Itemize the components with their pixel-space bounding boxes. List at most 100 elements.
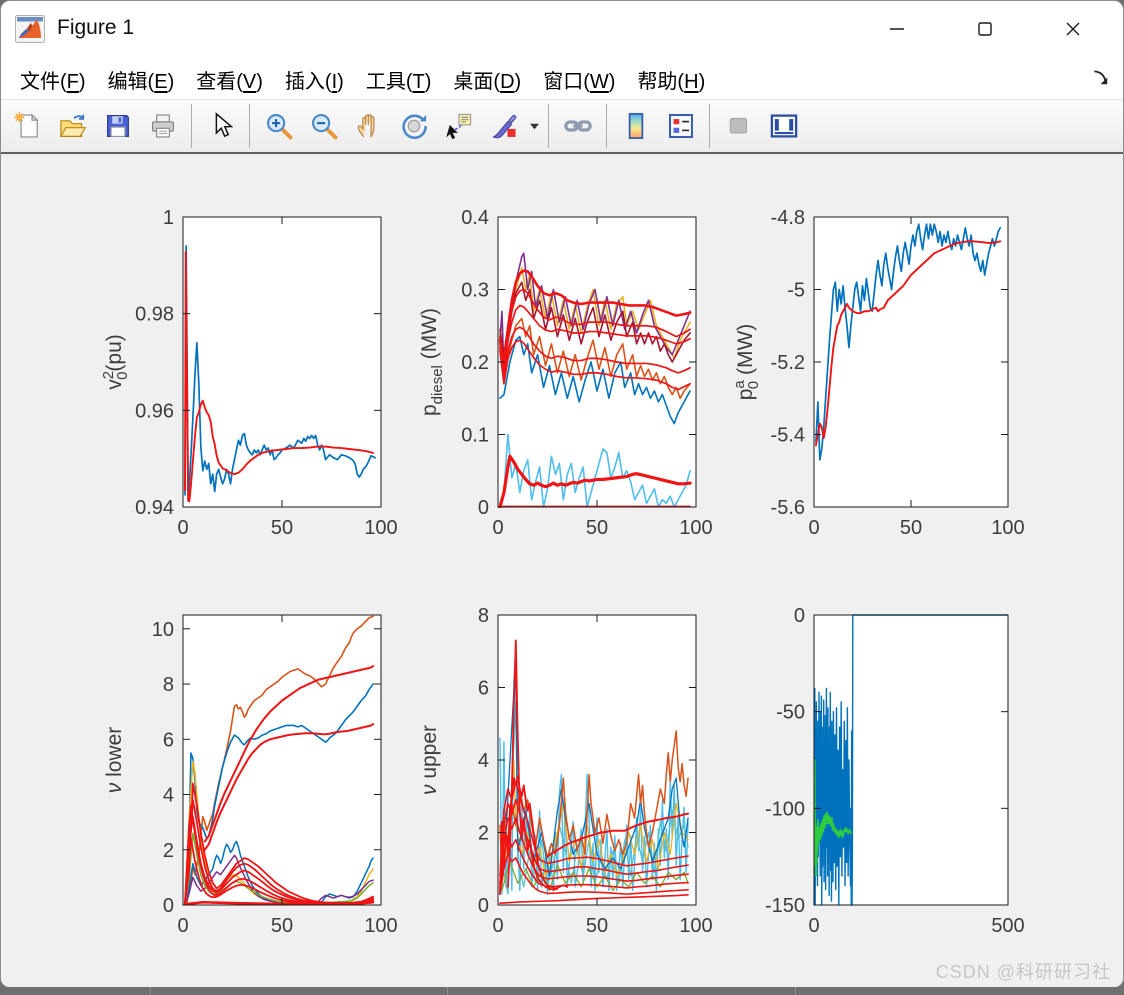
y-tick-label: 1 [163,207,174,229]
minimize-button[interactable] [853,5,941,53]
y-tick-label: -50 [776,702,805,724]
toolbar-separator [191,104,192,148]
brush-icon [492,115,516,139]
matlab-app-icon[interactable] [15,15,45,43]
menu-item-tools[interactable]: 工具(T) [365,70,432,93]
menu-item-help[interactable]: 帮助(H) [637,70,706,93]
dock-figure-icon[interactable] [1091,68,1111,88]
figure-area: 0 50 100 0.94 0.96 0.98 1 v20(pu) 0 50 100 0 0.1 0.2 0… [1,154,1123,987]
zoom-out-icon [311,114,337,140]
y-tick-label: 8 [163,674,174,696]
insert-colorbar-button[interactable] [613,104,658,148]
toolbar-separator [548,104,549,148]
x-tick-label: 50 [271,517,293,539]
menu-item-desktop[interactable]: 桌面(D) [453,70,522,93]
menu-items: 文件(F) 编辑(E) 查看(V) 插入(I) 工具(T) 桌面(D) 窗口(W) 帮助(H) [9,63,716,96]
x-tick-label: 100 [364,915,397,937]
subplot-nu-upper: 0 50 100 0 2 4 6 8 ν upper [418,605,713,937]
y-tick-label: 2 [478,823,489,845]
y-tick-label: -5.2 [771,352,805,374]
y-axis-label: pdiesel (MW) [418,308,446,416]
pan-button[interactable] [346,104,391,148]
x-tick-label: 100 [991,517,1024,539]
y-tick-label: 6 [478,678,489,700]
rotate-3d-icon [401,114,427,139]
taskbar-divider [795,987,796,995]
y-tick-label: -150 [765,895,805,917]
brush-dropdown-button[interactable] [526,104,542,148]
pointer-button[interactable] [198,104,243,148]
new-document-icon [13,112,39,138]
subplot-nu-lower: 0 50 100 0 2 4 6 8 10 ν lower [103,614,398,937]
open-file-button[interactable] [50,104,95,148]
y-tick-label: -100 [765,798,805,820]
subplot-unlabeled: 0 500 -150 -100 -50 0 [765,605,1025,937]
y-tick-label: -5.6 [771,497,805,519]
x-tick-label: 0 [808,517,819,539]
hide-plot-tools-button[interactable] [716,104,761,148]
y-tick-label: 0 [794,605,805,627]
y-tick-label: 6 [163,729,174,751]
show-plot-tools-button[interactable] [761,104,806,148]
x-tick-label: 50 [271,915,293,937]
save-figure-button[interactable] [95,104,140,148]
print-figure-button[interactable] [140,104,185,148]
y-axis-label: v20(pu) [100,334,131,390]
x-tick-label: 0 [177,517,188,539]
y-axis-label: ν upper [418,725,441,795]
data-cursor-button[interactable] [436,104,481,148]
menu-item-window[interactable]: 窗口(W) [543,70,616,93]
colorbar-icon [628,112,643,140]
y-tick-label: 4 [478,750,489,772]
menu-item-view[interactable]: 查看(V) [196,70,263,93]
taskbar-divider [150,987,151,995]
maximize-button[interactable] [941,5,1029,53]
menu-item-edit[interactable]: 编辑(E) [107,70,175,93]
y-tick-label: 8 [478,605,489,627]
insert-legend-button[interactable] [658,104,703,148]
y-tick-label: 2 [163,840,174,862]
toolbar-separator [249,104,250,148]
title-bar: Figure 1 [1,1,1123,59]
minimize-icon [890,28,904,30]
y-tick-label: 0.2 [461,352,489,374]
x-tick-label: 0 [492,915,503,937]
y-tick-label: 0 [163,895,174,917]
x-tick-label: 50 [586,517,608,539]
chain-link-icon [563,120,592,132]
x-tick-label: 0 [808,915,819,937]
x-tick-label: 100 [679,915,712,937]
brush-data-button[interactable] [481,104,526,148]
show-plot-tools-icon [770,114,797,138]
watermark: CSDN @科研研习社 [935,962,1111,982]
cursor-arrow-icon [215,112,233,138]
toolbar [1,99,1123,154]
window-bottom-edge [0,987,1124,995]
rotate-3d-button[interactable] [391,104,436,148]
save-floppy-icon [106,115,129,137]
link-plot-button[interactable] [555,104,600,148]
x-tick-label: 100 [679,517,712,539]
hand-pan-icon [357,114,374,138]
y-tick-label: 10 [152,619,174,641]
zoom-out-button[interactable] [301,104,346,148]
y-tick-label: 4 [163,785,174,807]
y-tick-label: 0 [478,895,489,917]
toolbar-separator [606,104,607,148]
zoom-in-button[interactable] [256,104,301,148]
new-figure-button[interactable] [5,104,50,148]
close-button[interactable] [1029,5,1117,53]
menu-bar: 文件(F) 编辑(E) 查看(V) 插入(I) 工具(T) 桌面(D) 窗口(W) 帮助(H) [1,59,1123,99]
y-tick-label: 0 [478,497,489,519]
taskbar-divider [447,987,448,995]
menu-item-insert[interactable]: 插入(I) [284,70,344,93]
zoom-in-icon [266,114,292,140]
menu-item-file[interactable]: 文件(F) [20,70,86,93]
x-tick-label: 0 [492,517,503,539]
x-tick-label: 50 [586,915,608,937]
maximize-icon [978,22,992,36]
y-axis-label: pa0 (MW) [731,324,762,401]
x-tick-label: 100 [364,517,397,539]
